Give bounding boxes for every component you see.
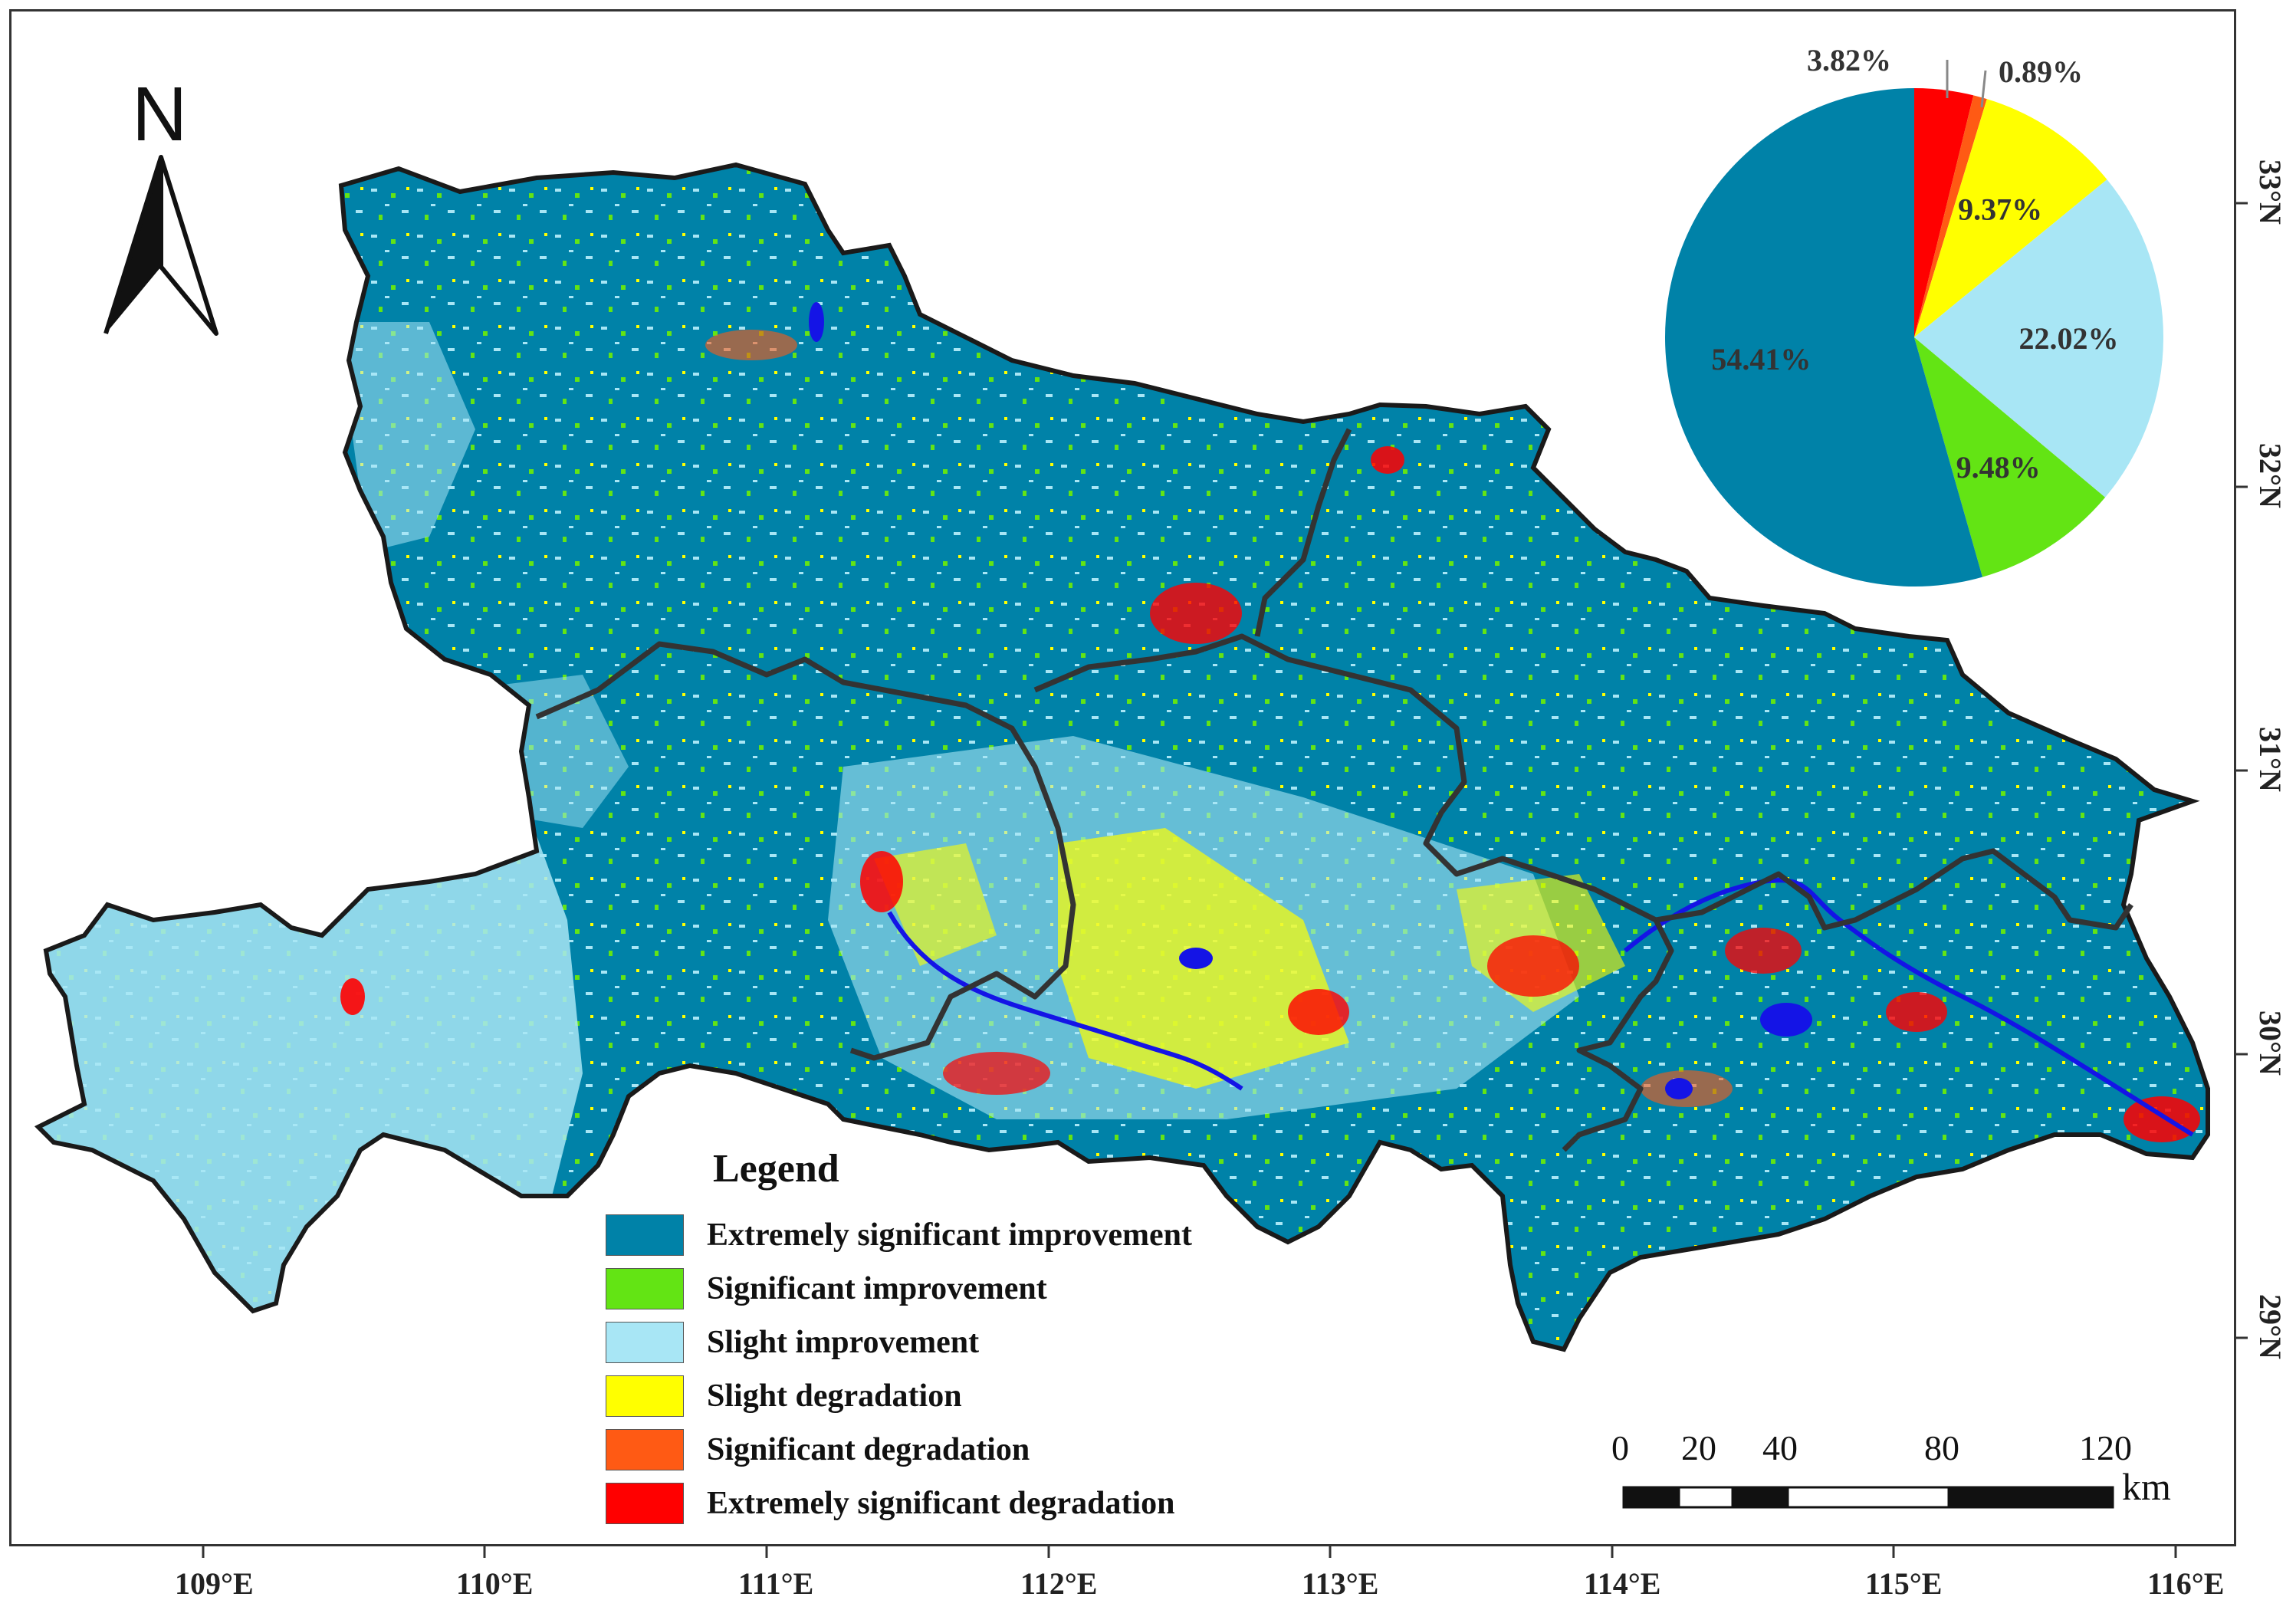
latitude-label-30: 30°N (2253, 1010, 2288, 1076)
legend-item: Significant degradation (606, 1423, 1357, 1477)
latitude-label-31: 31°N (2253, 727, 2288, 792)
longitude-label-112: 112°E (1020, 1566, 1098, 1601)
longitude-label-116: 116°E (2147, 1566, 2225, 1601)
pie-slice (1914, 337, 2106, 577)
pie-slice-label: 0.89% (1999, 54, 2083, 89)
scale-tick-120: 120 (2079, 1428, 2132, 1467)
pie-slice (1914, 95, 1987, 337)
legend-item: Significant improvement (606, 1262, 1357, 1316)
legend: Legend Extremely significant improvement… (606, 1146, 1357, 1530)
legend-label: Significant improvement (707, 1271, 1047, 1306)
scale-tick-0: 0 (1611, 1428, 1629, 1467)
legend-label: Significant degradation (707, 1432, 1030, 1467)
legend-swatch (606, 1483, 684, 1524)
pie-slice-label: 9.48% (1956, 450, 2041, 485)
pie-slice (1914, 99, 2107, 338)
north-label: N (132, 71, 188, 157)
pie-slice-label: 9.37% (1958, 192, 2042, 227)
north-arrow-icon (103, 155, 218, 336)
pie-slice (1665, 88, 1983, 586)
pie-slice-label: 3.82% (1807, 43, 1891, 77)
longitude-label-113: 113°E (1302, 1566, 1379, 1601)
longitude-label-109: 109°E (175, 1566, 254, 1601)
pie-chart: 3.82% 0.89% 9.37% 22.02% 9.48% 54.41% (1665, 43, 2163, 586)
pie-slice-label: 22.02% (2018, 321, 2118, 356)
pie-slice-label: 54.41% (1711, 342, 1811, 376)
longitude-label-111: 111°E (738, 1566, 814, 1601)
legend-swatch (606, 1322, 684, 1363)
scale-bar (1622, 1486, 2114, 1509)
legend-item: Extremely significant improvement (606, 1208, 1357, 1262)
scale-tick-20: 20 (1681, 1428, 1716, 1467)
latitude-label-29: 29°N (2253, 1294, 2288, 1359)
legend-title: Legend (713, 1147, 839, 1191)
latitude-label-32: 32°N (2253, 443, 2288, 508)
pie-slice (1914, 88, 1974, 337)
scale-tick-40: 40 (1762, 1428, 1798, 1467)
legend-swatch (606, 1375, 684, 1417)
longitude-label-114: 114°E (1584, 1566, 1661, 1601)
legend-label: Slight improvement (707, 1325, 980, 1360)
frame-ticks (202, 202, 2248, 1558)
latitude-label-33: 33°N (2253, 159, 2288, 225)
legend-swatch (606, 1268, 684, 1309)
longitude-label-115: 115°E (1865, 1566, 1943, 1601)
legend-swatch (606, 1429, 684, 1470)
legend-item: Slight improvement (606, 1316, 1357, 1369)
legend-label: Extremely significant degradation (707, 1486, 1175, 1521)
legend-label: Extremely significant improvement (707, 1217, 1193, 1253)
legend-swatch (606, 1214, 684, 1256)
pie-slice (1914, 179, 2163, 498)
legend-item: Slight degradation (606, 1369, 1357, 1423)
legend-item: Extremely significant degradation (606, 1477, 1357, 1530)
pie-leader-line (1980, 70, 1987, 108)
scale-tick-80: 80 (1924, 1428, 1959, 1467)
region-boundaries (535, 428, 2133, 1152)
longitude-label-110: 110°E (456, 1566, 534, 1601)
scale-unit: km (2122, 1465, 2171, 1508)
legend-label: Slight degradation (707, 1378, 962, 1414)
